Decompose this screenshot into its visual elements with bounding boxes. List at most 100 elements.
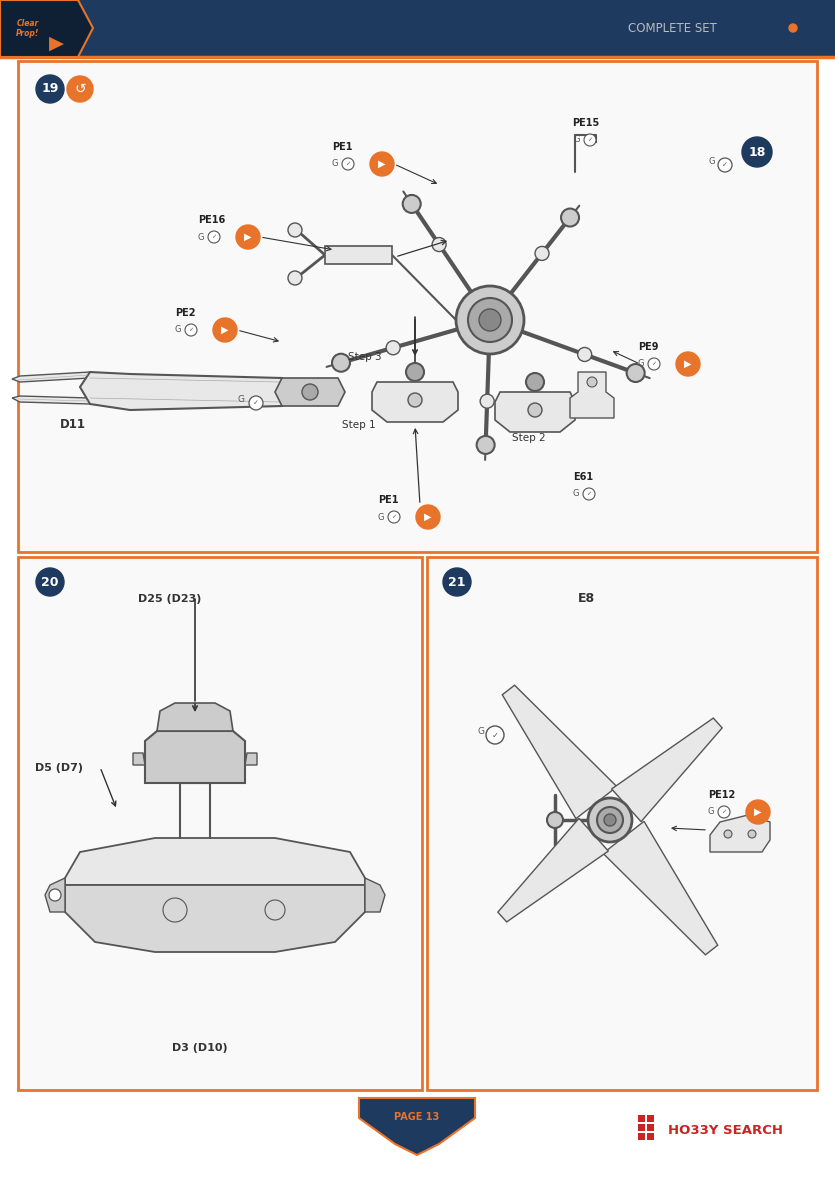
Polygon shape (80, 372, 282, 410)
Text: ↺: ↺ (74, 82, 86, 96)
Circle shape (288, 271, 302, 284)
Polygon shape (710, 815, 770, 852)
Text: G: G (238, 396, 245, 404)
Circle shape (588, 798, 632, 842)
Polygon shape (145, 731, 245, 782)
Polygon shape (570, 372, 614, 418)
Bar (427, 557, 817, 1090)
Text: ✓: ✓ (189, 328, 194, 332)
Text: PE16: PE16 (198, 215, 225, 226)
Circle shape (402, 194, 421, 212)
Polygon shape (325, 246, 392, 264)
Text: ✓: ✓ (586, 492, 592, 497)
Text: D5 (D7): D5 (D7) (35, 763, 83, 773)
Text: ▶: ▶ (754, 806, 762, 817)
Circle shape (626, 364, 645, 382)
Circle shape (185, 324, 197, 336)
Circle shape (480, 395, 494, 408)
Bar (647, 1133, 654, 1140)
Circle shape (249, 396, 263, 410)
Polygon shape (157, 703, 233, 731)
Text: G: G (573, 490, 579, 498)
Circle shape (526, 373, 544, 391)
Circle shape (561, 209, 579, 227)
Circle shape (535, 246, 549, 260)
Text: PAGE 13: PAGE 13 (394, 1112, 439, 1122)
Circle shape (416, 505, 440, 529)
Text: PE1: PE1 (332, 142, 352, 152)
Polygon shape (603, 821, 718, 955)
Circle shape (742, 137, 772, 167)
Bar (638, 1124, 645, 1130)
Text: ✓: ✓ (346, 162, 351, 167)
Text: PE15: PE15 (572, 118, 600, 128)
Text: G: G (709, 157, 715, 167)
Polygon shape (365, 878, 385, 912)
Text: G: G (331, 160, 338, 168)
Polygon shape (12, 372, 90, 382)
Circle shape (67, 76, 93, 102)
Circle shape (406, 362, 424, 382)
Text: COMPLETE SET: COMPLETE SET (628, 22, 717, 35)
Text: ✓: ✓ (492, 731, 498, 739)
Circle shape (604, 814, 616, 826)
Text: G: G (637, 360, 644, 368)
Text: ✓: ✓ (253, 400, 259, 406)
Bar (0, 1092, 835, 1200)
Text: E61: E61 (573, 472, 593, 482)
Text: G: G (377, 512, 384, 522)
Bar (647, 1115, 654, 1122)
Circle shape (468, 298, 512, 342)
Circle shape (724, 830, 732, 838)
Text: ▶: ▶ (245, 232, 251, 242)
Text: PE2: PE2 (175, 308, 195, 318)
Circle shape (456, 286, 524, 354)
Polygon shape (611, 718, 722, 822)
Bar (638, 1115, 645, 1122)
Circle shape (718, 806, 730, 818)
Text: Step 1: Step 1 (342, 420, 376, 430)
Polygon shape (498, 818, 609, 922)
Circle shape (433, 238, 446, 252)
Circle shape (718, 158, 732, 172)
Text: D25 (D23): D25 (D23) (138, 594, 201, 604)
Bar (638, 1133, 645, 1140)
Text: ✓: ✓ (392, 515, 397, 520)
Polygon shape (0, 0, 93, 56)
Polygon shape (12, 396, 90, 404)
Text: HO33Y SEARCH: HO33Y SEARCH (668, 1123, 783, 1136)
Text: G: G (198, 233, 204, 241)
Polygon shape (133, 754, 145, 766)
Circle shape (36, 568, 64, 596)
Text: PE1: PE1 (378, 494, 398, 505)
Text: ✓: ✓ (211, 234, 216, 240)
Text: G: G (574, 136, 580, 144)
Text: D3 (D10): D3 (D10) (172, 1043, 228, 1054)
Circle shape (408, 392, 422, 407)
Circle shape (547, 812, 563, 828)
Text: D11: D11 (60, 418, 86, 431)
Circle shape (208, 230, 220, 242)
Circle shape (584, 134, 596, 146)
Circle shape (748, 830, 756, 838)
Circle shape (528, 403, 542, 416)
Polygon shape (65, 838, 365, 886)
Text: ✓: ✓ (651, 361, 656, 366)
Text: ▶: ▶ (221, 325, 229, 335)
Circle shape (288, 223, 302, 236)
Text: ✓: ✓ (722, 162, 728, 168)
Text: ▶: ▶ (684, 359, 691, 370)
Text: G: G (477, 727, 484, 737)
Polygon shape (45, 878, 65, 912)
Text: ▶: ▶ (48, 34, 63, 53)
Circle shape (789, 24, 797, 32)
Bar (647, 1124, 654, 1130)
Polygon shape (359, 1098, 475, 1154)
Text: 18: 18 (748, 145, 766, 158)
Circle shape (479, 308, 501, 331)
Text: 19: 19 (41, 83, 58, 96)
Circle shape (486, 726, 504, 744)
Bar (18, 557, 422, 1090)
Text: Prop!: Prop! (17, 29, 40, 37)
Circle shape (302, 384, 318, 400)
